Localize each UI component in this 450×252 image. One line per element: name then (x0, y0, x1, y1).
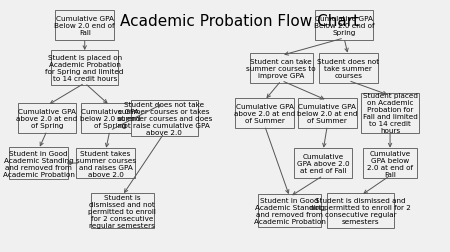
Text: Cumulative GPA
Below 2.0 end of
Fall: Cumulative GPA Below 2.0 end of Fall (54, 16, 115, 36)
FancyBboxPatch shape (298, 99, 356, 129)
Text: Student does not
take summer
courses: Student does not take summer courses (317, 59, 379, 79)
FancyBboxPatch shape (235, 99, 294, 129)
FancyBboxPatch shape (319, 54, 378, 84)
FancyBboxPatch shape (55, 11, 114, 41)
Text: Student is placed on
Academic Probation
for Spring and limited
to 14 credit hour: Student is placed on Academic Probation … (45, 55, 124, 82)
Text: Student in Good
Academic Standing
and removed from
Academic Probation: Student in Good Academic Standing and re… (254, 197, 326, 224)
FancyBboxPatch shape (81, 104, 139, 134)
Text: Student takes
summer courses
and raises GPA
above 2.0: Student takes summer courses and raises … (76, 150, 136, 177)
FancyBboxPatch shape (76, 148, 135, 178)
Text: Student in Good
Academic Standing
and removed from
Academic Probation: Student in Good Academic Standing and re… (3, 150, 75, 177)
FancyBboxPatch shape (250, 54, 313, 84)
FancyBboxPatch shape (131, 101, 198, 136)
Text: Student can take
summer courses to
improve GPA: Student can take summer courses to impro… (247, 59, 316, 79)
FancyBboxPatch shape (9, 147, 68, 180)
Text: Student does not take
summer courses or takes
summer courses and does
not raise : Student does not take summer courses or … (117, 102, 212, 136)
Text: Student placed
on Academic
Probation for
Fall and limited
to 14 credit
hours: Student placed on Academic Probation for… (363, 93, 418, 134)
FancyBboxPatch shape (51, 51, 118, 86)
Text: Academic Probation Flow Chart: Academic Probation Flow Chart (120, 14, 359, 29)
Text: Cumulative GPA
below 2.0 at end
of Spring: Cumulative GPA below 2.0 at end of Sprin… (80, 109, 140, 129)
FancyBboxPatch shape (91, 193, 154, 228)
Text: Cumulative GPA
above 2.0 at end
of Spring: Cumulative GPA above 2.0 at end of Sprin… (17, 109, 78, 129)
Text: Cumulative
GPA below
2.0 at end of
Fall: Cumulative GPA below 2.0 at end of Fall (367, 150, 413, 177)
Text: Student is dismissed and
not permitted to enroll for 2
consecutive regular
semes: Student is dismissed and not permitted t… (310, 197, 411, 224)
FancyBboxPatch shape (363, 148, 417, 178)
Text: Cumulative GPA
Below 2.0 end of
Spring: Cumulative GPA Below 2.0 end of Spring (314, 16, 374, 36)
FancyBboxPatch shape (18, 104, 76, 134)
FancyBboxPatch shape (361, 93, 419, 134)
Text: Cumulative GPA
below 2.0 at end
of Summer: Cumulative GPA below 2.0 at end of Summe… (297, 104, 358, 123)
Text: Cumulative GPA
above 2.0 at end
of Summer: Cumulative GPA above 2.0 at end of Summe… (234, 104, 295, 123)
FancyBboxPatch shape (315, 11, 373, 41)
FancyBboxPatch shape (294, 148, 352, 178)
Text: Cumulative
GPA above 2.0
at end of Fall: Cumulative GPA above 2.0 at end of Fall (297, 153, 350, 173)
FancyBboxPatch shape (327, 193, 394, 228)
Text: Student is
dismissed and not
permitted to enroll
for 2 consecutive
regular semes: Student is dismissed and not permitted t… (89, 194, 156, 228)
FancyBboxPatch shape (258, 195, 321, 227)
